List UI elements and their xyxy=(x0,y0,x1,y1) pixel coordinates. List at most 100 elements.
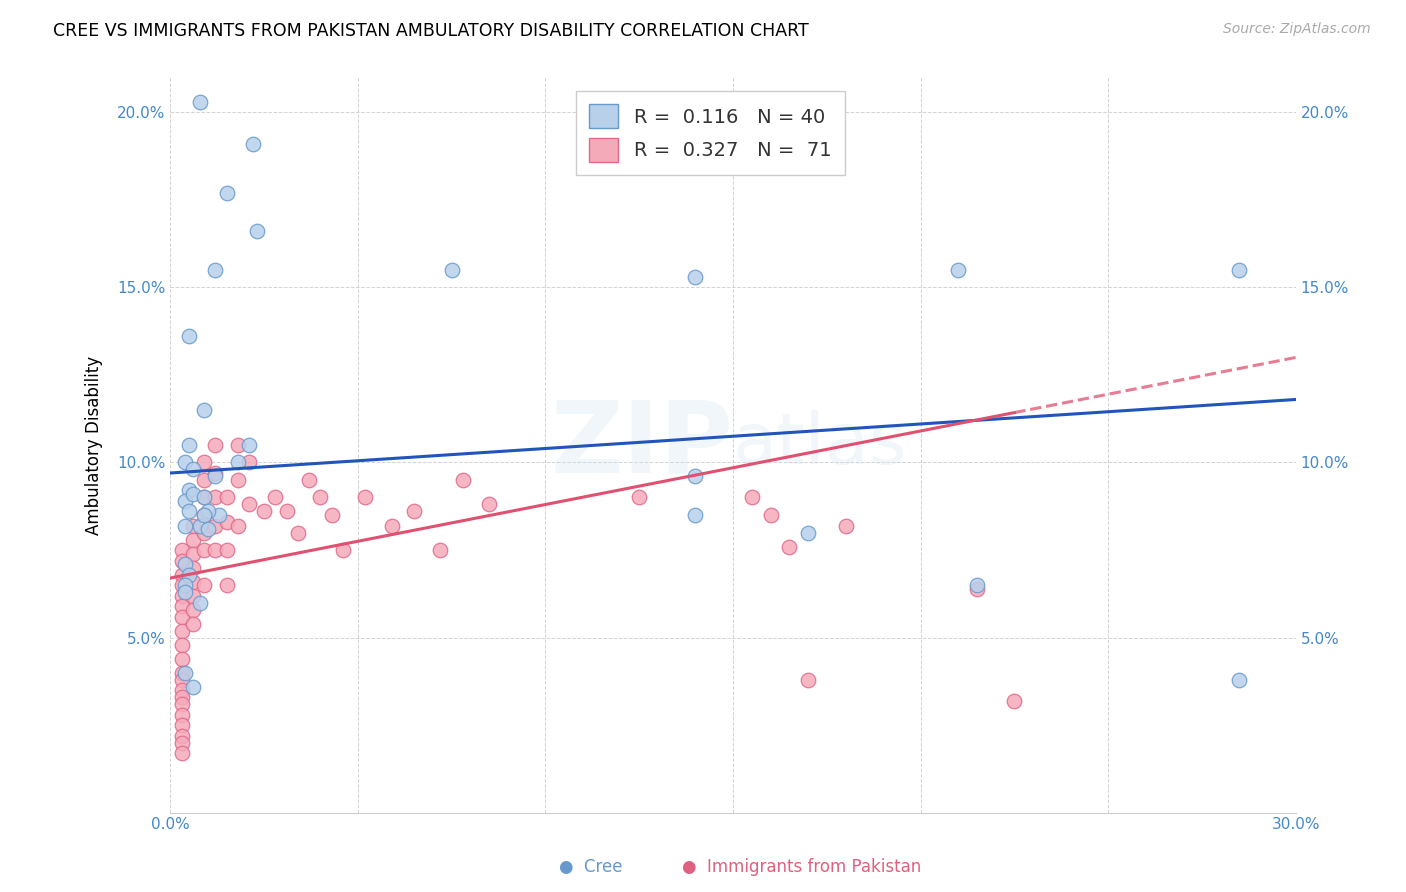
Text: ●  Cree: ● Cree xyxy=(558,858,623,876)
Point xyxy=(170,746,193,760)
Point xyxy=(208,508,231,522)
Point xyxy=(204,263,226,277)
Point xyxy=(170,665,193,680)
Point xyxy=(193,525,215,540)
Point xyxy=(179,329,201,343)
Legend: R =  0.116   N = 40, R =  0.327   N =  71: R = 0.116 N = 40, R = 0.327 N = 71 xyxy=(575,91,845,175)
Point xyxy=(778,540,800,554)
Point xyxy=(759,508,782,522)
Point xyxy=(179,504,201,518)
Point xyxy=(238,455,260,469)
Point xyxy=(966,578,988,592)
Point xyxy=(181,574,204,589)
Point xyxy=(478,498,501,512)
Point xyxy=(181,518,204,533)
Point xyxy=(193,508,215,522)
Point xyxy=(174,455,197,469)
Text: Source: ZipAtlas.com: Source: ZipAtlas.com xyxy=(1223,22,1371,37)
Point xyxy=(242,136,264,151)
Point xyxy=(253,504,276,518)
Point xyxy=(197,522,219,536)
Point xyxy=(215,186,238,200)
Point xyxy=(179,438,201,452)
Point xyxy=(181,616,204,631)
Point xyxy=(451,473,474,487)
Point xyxy=(264,491,287,505)
Point xyxy=(215,543,238,558)
Point xyxy=(193,473,215,487)
Point xyxy=(309,491,332,505)
Point xyxy=(193,491,215,505)
Text: CREE VS IMMIGRANTS FROM PAKISTAN AMBULATORY DISABILITY CORRELATION CHART: CREE VS IMMIGRANTS FROM PAKISTAN AMBULAT… xyxy=(53,22,810,40)
Point xyxy=(170,707,193,722)
Point xyxy=(193,403,215,417)
Point xyxy=(174,585,197,599)
Point xyxy=(179,567,201,582)
Point xyxy=(170,683,193,698)
Point xyxy=(685,508,707,522)
Point xyxy=(628,491,651,505)
Point xyxy=(1227,673,1250,687)
Point xyxy=(174,557,197,571)
Point xyxy=(440,263,463,277)
Point xyxy=(193,455,215,469)
Point xyxy=(966,582,988,596)
Point xyxy=(170,729,193,743)
Point xyxy=(946,263,969,277)
Point xyxy=(181,602,204,616)
Point xyxy=(181,589,204,603)
Point xyxy=(404,504,426,518)
Point xyxy=(429,543,451,558)
Point xyxy=(238,438,260,452)
Point xyxy=(170,638,193,652)
Point xyxy=(685,469,707,483)
Point xyxy=(1227,263,1250,277)
Point xyxy=(181,487,204,501)
Point xyxy=(215,491,238,505)
Point xyxy=(190,595,212,609)
Point xyxy=(276,504,298,518)
Point xyxy=(204,438,226,452)
Point xyxy=(170,624,193,638)
Point xyxy=(226,438,249,452)
Point xyxy=(354,491,377,505)
Point xyxy=(181,462,204,476)
Text: atlas: atlas xyxy=(733,410,907,480)
Point xyxy=(193,543,215,558)
Point xyxy=(174,518,197,533)
Point xyxy=(238,498,260,512)
Point xyxy=(204,466,226,480)
Point xyxy=(287,525,309,540)
Point xyxy=(381,518,404,533)
Point xyxy=(181,547,204,561)
Point xyxy=(193,491,215,505)
Point xyxy=(174,665,197,680)
Point xyxy=(797,673,820,687)
Point xyxy=(321,508,343,522)
Point xyxy=(204,543,226,558)
Point xyxy=(190,518,212,533)
Point xyxy=(179,483,201,498)
Point xyxy=(215,578,238,592)
Point xyxy=(193,508,215,522)
Point xyxy=(797,525,820,540)
Point xyxy=(215,515,238,529)
Point xyxy=(226,473,249,487)
Point xyxy=(193,578,215,592)
Point xyxy=(170,578,193,592)
Point xyxy=(170,553,193,567)
Text: ZIP: ZIP xyxy=(550,396,733,493)
Point xyxy=(741,491,763,505)
Point xyxy=(170,543,193,558)
Point xyxy=(298,473,321,487)
Point xyxy=(181,560,204,574)
Point xyxy=(332,543,354,558)
Y-axis label: Ambulatory Disability: Ambulatory Disability xyxy=(86,355,103,534)
Point xyxy=(204,469,226,483)
Point xyxy=(170,589,193,603)
Point xyxy=(197,504,219,518)
Point xyxy=(170,673,193,687)
Point xyxy=(174,578,197,592)
Point xyxy=(170,697,193,711)
Point xyxy=(834,518,856,533)
